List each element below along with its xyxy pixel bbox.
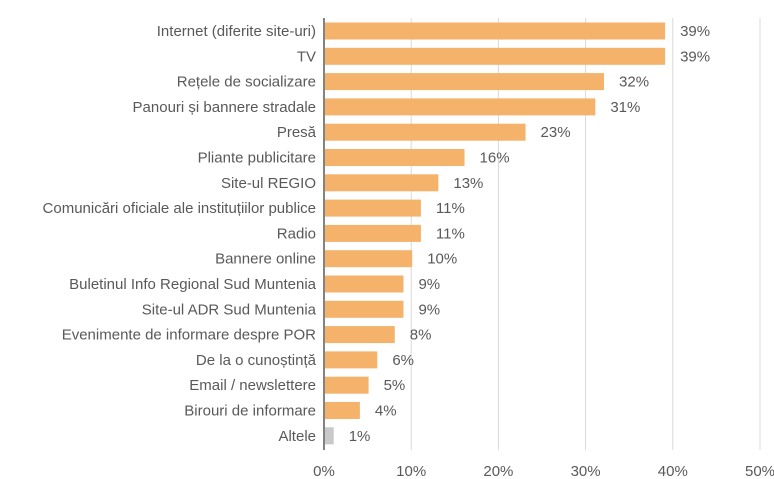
bar [325,123,526,141]
bar [325,250,413,268]
bar [325,98,596,116]
category-label: Birouri de informare [184,403,316,420]
bar [325,326,395,344]
category-label: Site-ul REGIO [221,175,316,192]
bar [325,149,465,166]
category-label: Bannere online [215,251,316,268]
bar [325,47,666,65]
x-tick-label: 50% [745,463,774,479]
category-label: Pliante publicitare [198,150,316,167]
bar [325,73,605,91]
data-label: 1% [349,428,371,445]
category-label: Radio [277,225,316,242]
x-tick-label: 40% [658,463,688,479]
data-label: 11% [436,200,465,217]
data-label: 39% [680,48,710,65]
data-label: 32% [619,74,649,91]
bar [325,351,378,369]
data-label: 31% [610,99,640,116]
data-label: 9% [418,301,440,318]
x-tick-label: 20% [483,463,513,479]
category-label: Panouri și bannere stradale [133,99,316,116]
category-label: TV [297,48,316,65]
bar [325,402,360,419]
category-label: Presă [277,124,317,141]
data-label: 6% [392,352,414,369]
bars [325,22,666,445]
category-label: Evenimente de informare despre POR [62,327,316,344]
data-label: 11% [436,225,465,242]
data-label: 13% [453,175,483,192]
category-label: Internet (diferite site-uri) [157,23,316,40]
data-label: 4% [375,403,397,420]
data-label: 39% [680,23,710,40]
category-label: Site-ul ADR Sud Muntenia [142,301,317,318]
data-label: 5% [384,377,406,394]
category-label: Email / newslettere [189,377,316,394]
bar [325,275,404,293]
category-label: De la o cunoștință [196,352,317,369]
data-label: 16% [480,150,510,167]
bar [325,300,404,318]
bar [325,174,439,192]
category-labels: Internet (diferite site-uri) TV Rețele de … [43,23,317,445]
bar [325,224,421,242]
value-labels: 39% 39% 32% 31% 23% 16% 13% 11% 11% 10% 9% 9% 8% 6% 5%… [349,23,710,445]
category-label: Rețele de socializare [177,74,316,91]
category-label: Buletinul Info Regional Sud Muntenia [69,276,316,293]
data-label: 8% [410,327,432,344]
x-tick-label: 30% [571,463,601,479]
bar [325,22,666,40]
bar [325,427,334,445]
data-label: 9% [418,276,440,293]
x-tick-label: 10% [396,463,426,479]
bar [325,376,369,394]
category-label: Altele [278,428,316,445]
bar [325,199,421,217]
data-label: 10% [427,251,457,268]
data-label: 23% [541,124,571,141]
x-axis-tick-labels: 0% 10% 20% 30% 40% 50% [313,463,774,479]
category-label: Comunicări oficiale ale instituțiilor pu… [43,200,316,217]
x-tick-label: 0% [313,463,335,479]
